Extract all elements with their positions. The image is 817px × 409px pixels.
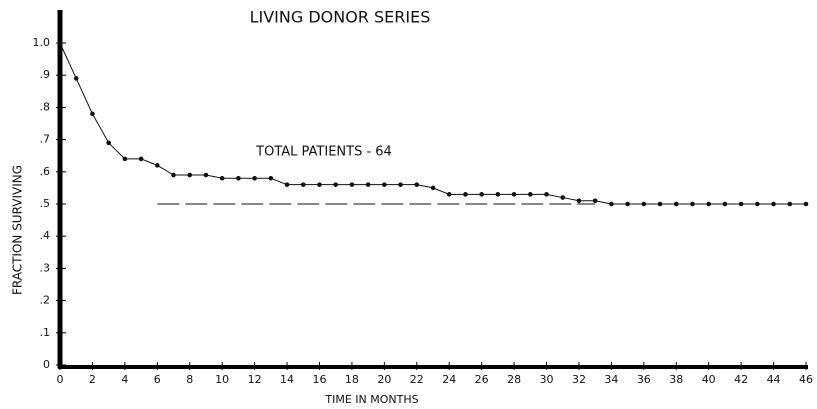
y-tick-label: 1.0	[33, 36, 51, 49]
x-axis-label: TIME IN MONTHS	[324, 393, 418, 406]
data-point	[333, 182, 338, 187]
data-point	[495, 192, 501, 197]
annotation: TOTAL PATIENTS - 64	[255, 145, 392, 160]
x-tick-label: 10	[215, 373, 229, 386]
y-tick-label: .9	[40, 68, 51, 81]
x-tick-label: 2	[89, 373, 96, 386]
data-point	[365, 182, 371, 187]
series-line	[59, 42, 806, 205]
data-point	[236, 175, 241, 181]
x-tick-label: 24	[442, 373, 456, 386]
y-tick-label: .7	[40, 133, 51, 146]
x-tick-label: 14	[280, 373, 294, 386]
data-point	[673, 201, 679, 207]
data-point	[317, 182, 322, 187]
data-point	[609, 201, 614, 207]
data-point	[657, 201, 663, 207]
data-point	[187, 172, 193, 178]
data-point	[138, 156, 144, 162]
data-point	[625, 201, 630, 207]
data-point	[171, 172, 176, 178]
x-tick-label: 36	[637, 373, 651, 386]
data-point	[787, 201, 793, 207]
x-tick-label: 18	[345, 373, 359, 386]
data-point	[73, 76, 79, 81]
data-point	[57, 40, 63, 46]
data-point	[430, 185, 436, 191]
data-point	[155, 163, 160, 168]
data-point	[446, 192, 452, 197]
x-tick-label: 0	[57, 373, 64, 386]
x-tick-label: 42	[734, 373, 748, 386]
data-point	[771, 201, 776, 207]
data-point	[284, 182, 290, 187]
data-point	[738, 201, 744, 207]
x-tick-label: 44	[767, 373, 781, 386]
data-point	[382, 182, 387, 187]
data-point	[219, 175, 225, 181]
data-point	[268, 175, 274, 181]
y-tick-label: .1	[40, 326, 51, 339]
x-tick-label: 20	[377, 373, 391, 386]
data-point	[122, 156, 128, 162]
data-point	[203, 172, 209, 178]
y-tick-label: .6	[40, 165, 51, 178]
data-point	[576, 198, 582, 204]
x-tick-label: 40	[702, 373, 716, 386]
data-point	[722, 201, 728, 207]
x-tick-label: 30	[540, 373, 554, 386]
y-axis-label: FRACTION SURVIVING	[11, 165, 25, 295]
y-tick-label: .3	[40, 261, 51, 274]
x-tick-label: 34	[604, 373, 618, 386]
y-tick-label: .5	[40, 197, 51, 210]
x-tick-label: 12	[248, 373, 262, 386]
data-point	[690, 201, 695, 207]
y-tick-label: .2	[40, 294, 51, 307]
x-tick-label: 8	[186, 373, 193, 386]
x-tick-label: 28	[507, 373, 521, 386]
x-tick-label: 32	[572, 373, 586, 386]
x-tick-label: 46	[799, 373, 813, 386]
data-point	[560, 195, 566, 200]
data-point	[414, 182, 420, 187]
chart-title: LIVING DONOR SERIES	[250, 8, 431, 27]
x-tick-label: 16	[312, 373, 326, 386]
y-tick-label: .4	[40, 229, 51, 242]
data-point	[755, 201, 760, 207]
data-point	[641, 201, 647, 207]
y-tick-label: 0	[43, 358, 50, 371]
x-tick-label: 38	[669, 373, 683, 386]
y-tick-label: .8	[40, 100, 51, 113]
data-point	[252, 175, 257, 181]
data-point	[349, 182, 355, 187]
x-tick-label: 4	[121, 373, 128, 386]
data-point	[106, 140, 111, 146]
data-point	[706, 201, 711, 207]
data-point	[528, 192, 533, 197]
data-point	[90, 111, 95, 117]
data-point	[511, 192, 517, 197]
x-tick-label: 26	[475, 373, 489, 386]
x-tick-label: 22	[410, 373, 424, 386]
data-point	[592, 198, 598, 204]
data-point	[463, 192, 468, 197]
data-point	[300, 182, 306, 187]
x-tick-label: 6	[154, 373, 161, 386]
data-point	[479, 192, 484, 197]
data-point	[544, 192, 549, 197]
data-point	[803, 201, 809, 207]
data-point	[398, 182, 403, 187]
